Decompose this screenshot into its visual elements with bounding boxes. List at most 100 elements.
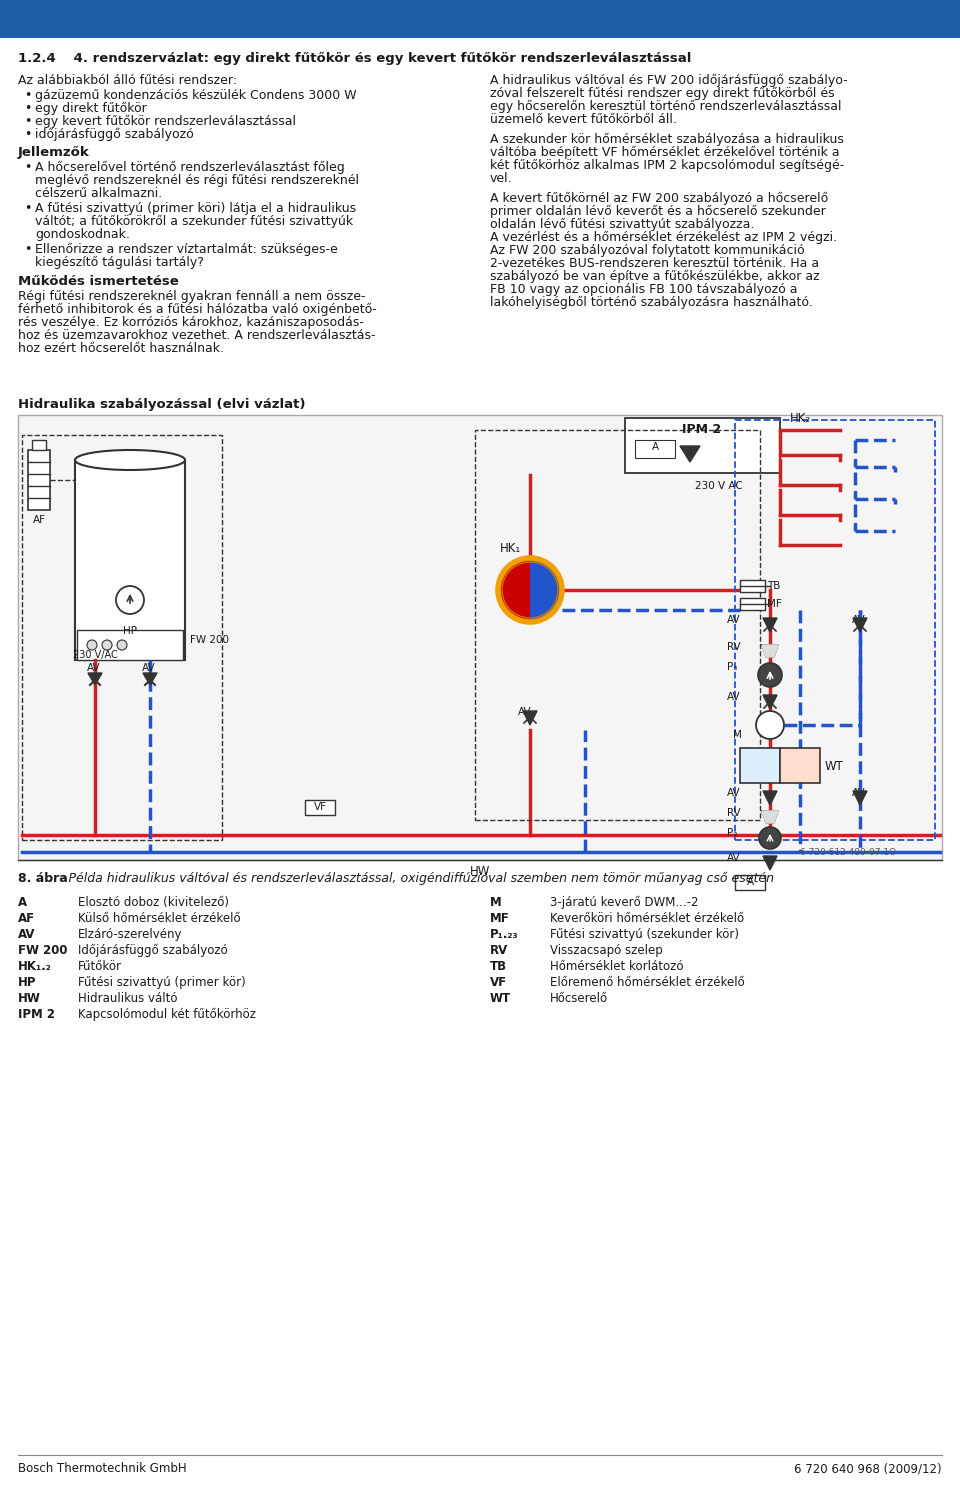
Text: Elzáró-szerelvény: Elzáró-szerelvény [78,928,182,942]
Text: Rendszer kiválasztás| 11: Rendszer kiválasztás| 11 [756,10,945,27]
Text: M: M [490,895,502,909]
Text: A vezérlést és a hőmérséklet érzékelést az IPM 2 végzi.: A vezérlést és a hőmérséklet érzékelést … [490,231,837,244]
Text: AV: AV [727,852,740,863]
Bar [740,597,765,609]
Text: lakóhelyiségből történő szabályozásra használható.: lakóhelyiségből történő szabályozásra ha… [490,297,813,308]
Text: üzemelő kevert fűtőkörből áll.: üzemelő kevert fűtőkörből áll. [490,113,677,127]
Text: Működés ismertetése: Működés ismertetése [18,276,179,288]
Text: M: M [765,720,775,730]
Bar [625,419,780,472]
Text: férhető inhibitorok és a fűtési hálózatba való oxigénbető-: férhető inhibitorok és a fűtési hálózatb… [18,302,376,316]
Bar [28,450,50,510]
Bar [18,416,942,860]
Text: gondoskodnak.: gondoskodnak. [35,228,130,241]
Text: •: • [24,243,32,256]
Text: Hőcserelő: Hőcserelő [550,992,608,1004]
Text: P₁: P₁ [520,606,531,615]
Text: •: • [24,115,32,128]
Bar [740,580,765,592]
Text: VF: VF [490,976,507,989]
Circle shape [498,557,562,621]
Text: váltót; a fűtőkörökről a szekunder fűtési szivattyúk: váltót; a fűtőkörökről a szekunder fűtés… [35,215,353,228]
Text: 8. ábra: 8. ábra [18,872,68,885]
Text: P₁.₂₃: P₁.₂₃ [490,928,518,942]
Text: •: • [24,203,32,215]
Text: célszerű alkalmazni.: célszerű alkalmazni. [35,188,162,200]
Text: Kapcsolómodul két fűtőkörhöz: Kapcsolómodul két fűtőkörhöz [78,1009,256,1021]
Text: 230 V/AC: 230 V/AC [73,650,118,660]
Bar [22,435,222,840]
Text: 6 720 612 489-07.1O: 6 720 612 489-07.1O [800,848,896,857]
Text: AV: AV [727,615,740,624]
Text: Fűtési szivattyú (szekunder kör): Fűtési szivattyú (szekunder kör) [550,928,739,942]
Bar [735,420,935,840]
Text: A: A [652,443,659,451]
Text: AV: AV [852,615,866,624]
Text: 230 V AC: 230 V AC [695,481,743,492]
Text: Hőmérséklet korlátozó: Hőmérséklet korlátozó [550,960,684,973]
Text: Jellemzők: Jellemzők [18,146,89,159]
Text: M: M [733,730,742,741]
Text: RV: RV [490,945,508,957]
Polygon shape [762,645,778,657]
Bar [475,431,760,820]
Polygon shape [88,673,102,685]
Text: két fűtőkörhöz alkalmas IPM 2 kapcsolómodul segítségé-: két fűtőkörhöz alkalmas IPM 2 kapcsolómo… [490,159,844,173]
Text: AV: AV [520,571,534,580]
Text: P₃: P₃ [727,662,737,672]
Text: AV: AV [727,691,740,702]
Text: primer oldalán lévő keverőt és a hőcserelő szekunder: primer oldalán lévő keverőt és a hőcsere… [490,206,826,218]
Text: •: • [24,89,32,101]
Text: Fűtőkör: Fűtőkör [78,960,122,973]
Circle shape [758,663,782,687]
Text: TB: TB [767,581,780,592]
Text: Visszacsapó szelep: Visszacsapó szelep [550,945,662,957]
Text: 2-vezetékes BUS-rendszeren keresztül történik. Ha a: 2-vezetékes BUS-rendszeren keresztül tör… [490,256,819,270]
Text: RV: RV [520,589,534,597]
Text: WT: WT [825,760,844,773]
Text: AF: AF [33,516,45,524]
Circle shape [116,586,144,614]
Text: •: • [24,101,32,115]
Text: hoz és üzemzavarokhoz vezethet. A rendszerleválasztás-: hoz és üzemzavarokhoz vezethet. A rendsz… [18,329,375,343]
Circle shape [102,641,112,650]
Text: HW: HW [469,866,491,878]
Text: AV: AV [518,706,532,717]
Text: Ellenőrizze a rendszer víztartalmát: szükséges-e: Ellenőrizze a rendszer víztartalmát: szü… [35,243,338,256]
Text: Keverőköri hőmérséklet érzékelő: Keverőköri hőmérséklet érzékelő [550,912,744,925]
Text: Külső hőmérséklet érzékelő: Külső hőmérséklet érzékelő [78,912,241,925]
Text: HK₂: HK₂ [790,413,811,425]
Text: MF: MF [490,912,510,925]
Bar [75,460,185,660]
Text: hoz ezért hőcserelőt használnak.: hoz ezért hőcserelőt használnak. [18,343,224,355]
Text: VF: VF [314,802,326,812]
Text: szabályozó be van építve a fűtőkészülékbe, akkor az: szabályozó be van építve a fűtőkészülékb… [490,270,820,283]
Polygon shape [763,791,777,805]
Text: Példa hidraulikus váltóval és rendszerleválasztással, oxigéndiffúzióval szemben : Példa hidraulikus váltóval és rendszerle… [56,872,774,885]
Text: FW 200: FW 200 [18,945,67,957]
Text: A: A [18,895,27,909]
Text: Régi fűtési rendszereknél gyakran fennáll a nem össze-: Régi fűtési rendszereknél gyakran fennál… [18,291,366,302]
Polygon shape [853,618,867,632]
Text: váltóba beépített VF hőmérséklet érzékelővel történik a: váltóba beépített VF hőmérséklet érzékel… [490,146,840,159]
Bar [32,440,46,450]
Polygon shape [143,673,157,685]
Text: A kevert fűtőkörnél az FW 200 szabályozó a hőcserelő: A kevert fűtőkörnél az FW 200 szabályozó… [490,192,828,206]
Text: RV: RV [727,808,740,818]
Bar [0,0,960,39]
Text: zóval felszerelt fűtési rendszer egy direkt fűtőkörből és: zóval felszerelt fűtési rendszer egy dir… [490,86,834,100]
Text: AV: AV [87,663,101,673]
Text: IPM 2: IPM 2 [18,1009,55,1021]
Text: AV: AV [18,928,36,942]
Text: egy hőcserelőn keresztül történő rendszerleválasztással: egy hőcserelőn keresztül történő rendsze… [490,100,842,113]
Text: AF: AF [18,912,36,925]
Text: A: A [747,878,754,887]
Text: A hidraulikus váltóval és FW 200 időjárásfüggő szabályo-: A hidraulikus váltóval és FW 200 időjárá… [490,74,848,86]
Polygon shape [763,618,777,632]
Text: vel.: vel. [490,171,513,185]
Text: egy kevert fűtőkör rendszerleválasztással: egy kevert fűtőkör rendszerleválasztássa… [35,115,296,128]
Text: FB 10 vagy az opcionális FB 100 távszabályozó a: FB 10 vagy az opcionális FB 100 távszabá… [490,283,798,297]
Text: Az FW 200 szabályozóval folytatott kommunikáció: Az FW 200 szabályozóval folytatott kommu… [490,244,804,256]
Polygon shape [763,855,777,870]
Polygon shape [680,446,700,462]
